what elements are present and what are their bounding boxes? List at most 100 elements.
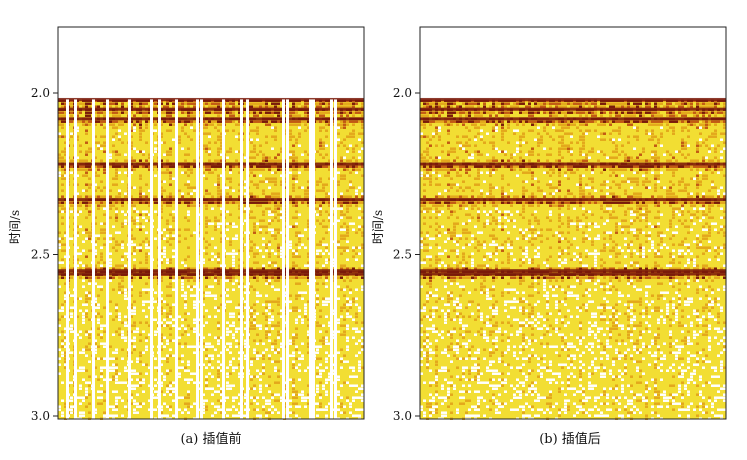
- panel-a-cell: [181, 288, 184, 291]
- panel-a-cell: [85, 153, 88, 156]
- panel-a-cell: [82, 105, 85, 108]
- panel-a-cell: [187, 219, 190, 222]
- panel-a-cell: [97, 147, 100, 150]
- panel-a-cell: [130, 135, 133, 138]
- panel-a-cell: [82, 378, 85, 381]
- panel-a-cell: [256, 129, 259, 132]
- panel-a-cell: [85, 354, 88, 357]
- panel-b-cell: [672, 105, 675, 108]
- panel-a-cell: [163, 378, 166, 381]
- panel-a-cell: [193, 186, 196, 189]
- panel-a-cell: [58, 318, 61, 321]
- panel-a-cell: [166, 339, 169, 342]
- panel-a-cell: [64, 243, 67, 246]
- panel-a-cell: [115, 150, 118, 153]
- panel-a-cell: [307, 261, 310, 264]
- panel-a-cell: [328, 102, 331, 105]
- panel-a-cell: [238, 285, 241, 288]
- panel-a-cell: [265, 279, 268, 282]
- panel-a-cell: [79, 165, 82, 168]
- panel-a-cell: [232, 165, 235, 168]
- panel-a-cell: [289, 153, 292, 156]
- panel-a-cell: [145, 141, 148, 144]
- panel-b-cell: [429, 105, 432, 108]
- panel-a-cell: [235, 339, 238, 342]
- panel-a-cell: [301, 165, 304, 168]
- panel-a-cell: [115, 210, 118, 213]
- panel-a-cell: [325, 201, 328, 204]
- panel-a-cell: [178, 315, 181, 318]
- panel-a-cell: [304, 159, 307, 162]
- panel-a-cell: [112, 135, 115, 138]
- panel-a-cell: [217, 408, 220, 411]
- panel-a-cell: [244, 207, 247, 210]
- panel-a-cell: [358, 267, 361, 270]
- panel-a-cell: [355, 102, 358, 105]
- panel-a-cell: [319, 144, 322, 147]
- panel-a-cell: [232, 237, 235, 240]
- panel-a-cell: [229, 363, 232, 366]
- panel-a-cell: [184, 132, 187, 135]
- panel-a-cell: [229, 201, 232, 204]
- panel-a-cell: [271, 177, 274, 180]
- panel-a-cell: [277, 249, 280, 252]
- panel-a-cell: [289, 300, 292, 303]
- panel-a-cell: [229, 180, 232, 183]
- panel-a-cell: [217, 195, 220, 198]
- panel-a-cell: [229, 315, 232, 318]
- panel-b-cell: [537, 102, 540, 105]
- panel-a-cell: [166, 384, 169, 387]
- panel-a-cell: [325, 408, 328, 411]
- panel-a-cell: [352, 255, 355, 258]
- panel-a-cell: [295, 243, 298, 246]
- panel-a-cell: [187, 102, 190, 105]
- panel-a-cell: [274, 105, 277, 108]
- panel-a-cell: [217, 384, 220, 387]
- panel-a-cell: [265, 156, 268, 159]
- panel-a-cell: [361, 126, 364, 129]
- panel-a-cell: [169, 183, 172, 186]
- panel-a-cell: [238, 111, 241, 114]
- panel-a-cell: [139, 129, 142, 132]
- panel-a-cell: [229, 168, 232, 171]
- panel-a-cell: [88, 210, 91, 213]
- panel-a-cell: [139, 372, 142, 375]
- panel-a-cell: [316, 282, 319, 285]
- panel-a-cell: [304, 150, 307, 153]
- panel-a-cell: [355, 120, 358, 123]
- panel-a-cell: [133, 336, 136, 339]
- panel-a-cell: [268, 222, 271, 225]
- panel-b-cell: [441, 111, 444, 114]
- panel-a-cell: [274, 210, 277, 213]
- panel-a-cell: [232, 114, 235, 117]
- panel-a-cell: [76, 333, 79, 336]
- panel-a-cell: [340, 210, 343, 213]
- panel-a-cell: [238, 165, 241, 168]
- panel-b-cell: [723, 105, 726, 108]
- panel-a-cell: [94, 216, 97, 219]
- panel-a-cell: [193, 321, 196, 324]
- panel-a-cell: [295, 102, 298, 105]
- panel-a-cell: [253, 375, 256, 378]
- panel-a-cell: [262, 225, 265, 228]
- panel-a-cell: [277, 381, 280, 384]
- panel-a-cell: [256, 126, 259, 129]
- panel-a-cell: [361, 114, 364, 117]
- panel-a-cell: [61, 354, 64, 357]
- panel-a-cell: [250, 363, 253, 366]
- panel-a-cell: [298, 393, 301, 396]
- panel-a-cell: [115, 396, 118, 399]
- panel-a-y-axis-label: 时间/s: [8, 210, 22, 244]
- panel-a-cell: [352, 384, 355, 387]
- panel-a-cell: [337, 132, 340, 135]
- panel-a-cell: [259, 390, 262, 393]
- panel-a-cell: [88, 291, 91, 294]
- panel-a-cell: [340, 405, 343, 408]
- panel-a-cell: [220, 120, 223, 123]
- panel-a-cell: [202, 393, 205, 396]
- panel-a-cell: [325, 246, 328, 249]
- panel-a-cell: [229, 408, 232, 411]
- panel-a-cell: [280, 150, 283, 153]
- panel-a-cell: [358, 228, 361, 231]
- panel-a-cell: [328, 375, 331, 378]
